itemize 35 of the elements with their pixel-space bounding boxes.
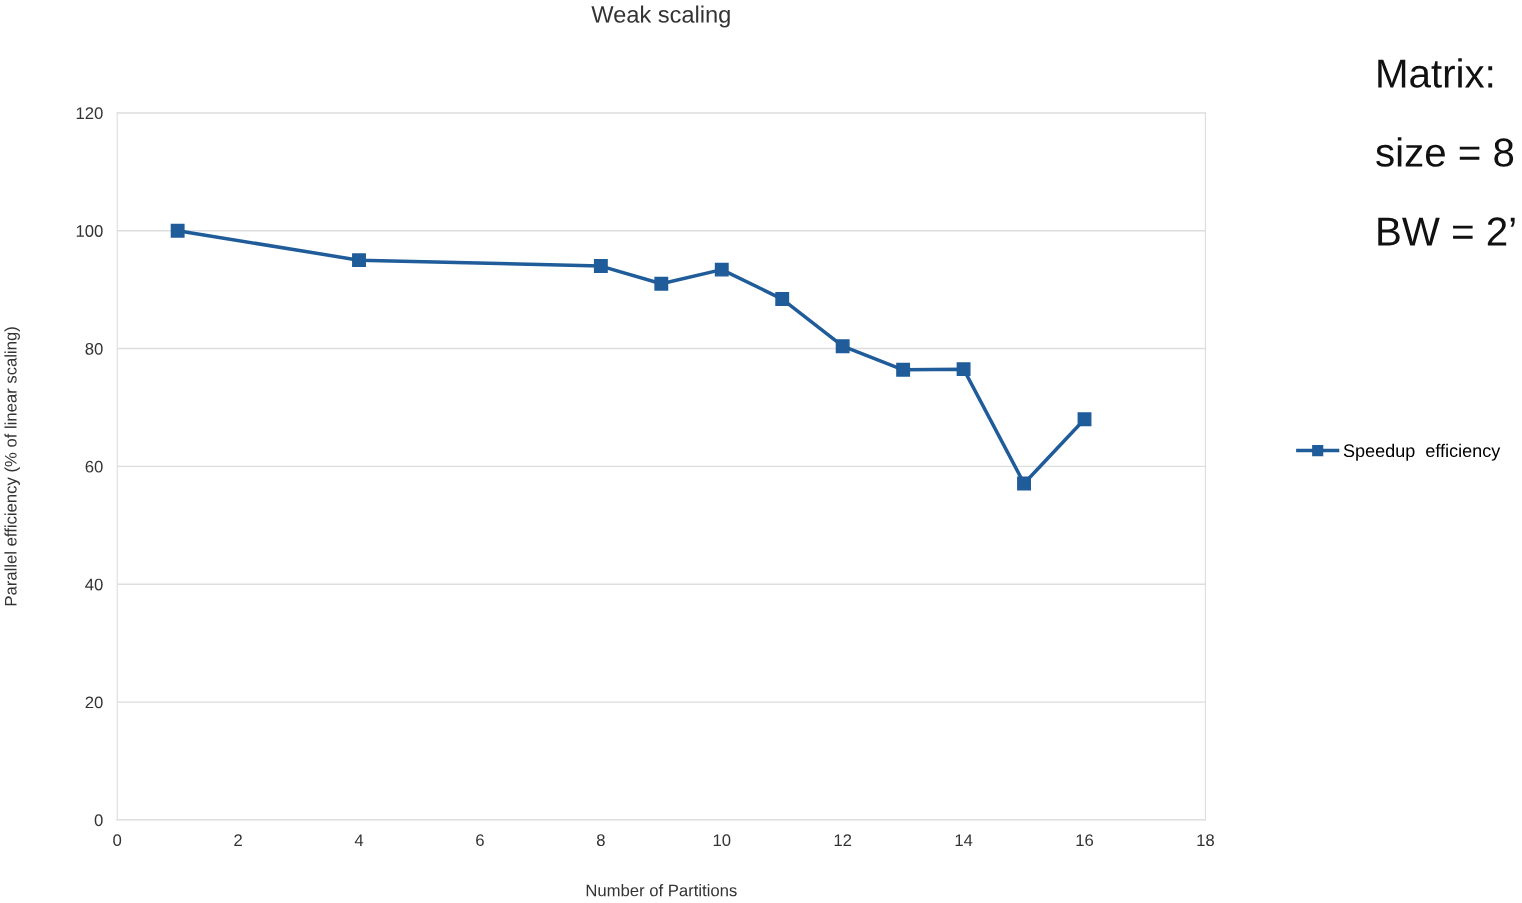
- y-tick-label: 60: [85, 460, 103, 473]
- point: [1077, 412, 1092, 427]
- x-tick-label: 4: [354, 834, 364, 846]
- point: [714, 262, 729, 277]
- chart-title: Weak scaling: [591, 5, 730, 28]
- point: [170, 223, 185, 238]
- y-axis-title: Parallel efficiency (% of linear scaling): [4, 327, 20, 606]
- x-tick-label: 16: [1076, 834, 1094, 847]
- y-tick-label: 120: [76, 107, 103, 120]
- x-tick-label: 0: [113, 834, 122, 847]
- y-tick-label: 20: [85, 696, 103, 709]
- text: size = 8: [1376, 137, 1514, 167]
- x-tick-label: 6: [476, 834, 484, 847]
- x-tick-label: 8: [596, 834, 605, 847]
- x-tick-label: 14: [955, 834, 973, 846]
- x-tick-label: 2: [234, 834, 242, 846]
- point: [352, 253, 366, 268]
- point: [835, 339, 850, 354]
- point: [956, 362, 971, 377]
- point: [1017, 476, 1031, 491]
- x-tick-label: 12: [834, 834, 852, 846]
- y-tick-label: 80: [85, 342, 103, 355]
- legend-label: Speedup efficiency: [1343, 443, 1501, 461]
- y-tick-label: 0: [94, 814, 103, 827]
- text: Matrix:: [1378, 58, 1493, 88]
- point: [654, 276, 669, 291]
- x-tick-label: 18: [1197, 834, 1214, 847]
- x-axis-title: Number of Partitions: [586, 884, 737, 897]
- x-tick-label: 10: [713, 834, 731, 847]
- text: BW = 2’: [1378, 217, 1515, 246]
- y-tick-label: 40: [85, 578, 103, 591]
- point: [775, 292, 790, 307]
- point: [896, 362, 911, 377]
- point: [593, 259, 608, 274]
- y-tick-label: 100: [76, 225, 103, 237]
